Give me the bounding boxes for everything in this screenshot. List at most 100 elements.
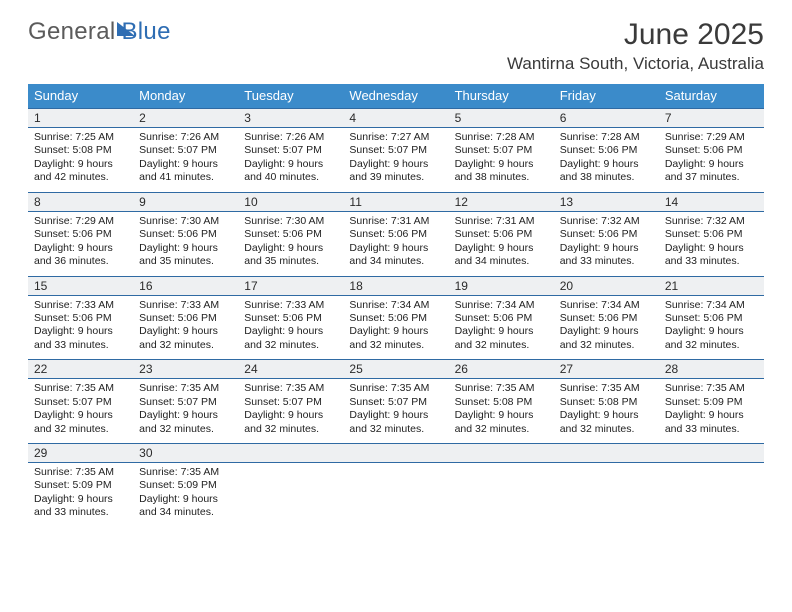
sunrise-text: Sunrise: 7:35 AM (349, 382, 442, 395)
day-cell: Sunrise: 7:25 AMSunset: 5:08 PMDaylight:… (28, 128, 133, 192)
daylight-text-a: Daylight: 9 hours (244, 409, 337, 422)
daylight-text-b: and 34 minutes. (455, 255, 548, 268)
daylight-text-a: Daylight: 9 hours (665, 242, 758, 255)
location-label: Wantirna South, Victoria, Australia (507, 54, 764, 74)
daylight-text-a: Daylight: 9 hours (34, 242, 127, 255)
week-content-row: Sunrise: 7:33 AM Sunset: 5:06 PM Daylight:… (28, 296, 764, 360)
week-content-row: Sunrise: 7:35 AMSunset: 5:07 PMDaylight:… (28, 379, 764, 443)
daylight-text-b: and 42 minutes. (34, 171, 127, 184)
day-cell: Sunrise: 7:35 AMSunset: 5:08 PMDaylight:… (554, 379, 659, 443)
daylight-text-a: Daylight: 9 hours (455, 409, 548, 422)
day-number: 4 (343, 109, 448, 127)
sunrise-text: Sunrise: 7:31 AM (455, 215, 548, 228)
day-cell (659, 463, 764, 527)
day-number: 14 (659, 193, 764, 211)
day-cell: Sunrise: 7:31 AMSunset: 5:06 PMDaylight:… (343, 212, 448, 276)
daylight-text-b: and 32 minutes. (665, 339, 758, 352)
daylight-text-b: and 32 minutes. (244, 423, 337, 436)
day-number: 29 (28, 444, 133, 462)
day-number: 15 (28, 277, 133, 295)
day-number: 24 (238, 360, 343, 378)
sunrise-text: Sunrise: 7:35 AM (139, 382, 232, 395)
day-cell: Sunrise: 7:28 AMSunset: 5:07 PMDaylight:… (449, 128, 554, 192)
daylight-text-a: Daylight: 9 hours (139, 325, 232, 338)
daylight-text-b: and 35 minutes. (139, 255, 232, 268)
day-cell: Sunrise: 7:33 AMSunset: 5:06 PMDaylight:… (28, 296, 133, 360)
daylight-text-a: Daylight: 9 hours (349, 158, 442, 171)
day-number (659, 444, 764, 462)
day-number: 9 (133, 193, 238, 211)
sunrise-text: Sunrise: 7:33 AM (244, 299, 337, 312)
sunset-text: Sunset: 5:06 PM (560, 312, 653, 325)
week-daynum-row: 1234567 (28, 108, 764, 128)
day-cell: Sunrise: 7:31 AMSunset: 5:06 PMDaylight:… (449, 212, 554, 276)
daylight-text-a: Daylight: 9 hours (349, 242, 442, 255)
week-content-row: Sunrise: 7:29 AMSunset: 5:06 PMDaylight:… (28, 212, 764, 276)
daylight-text-a: Daylight: 9 hours (139, 409, 232, 422)
sunrise-text: Sunrise: 7:35 AM (34, 382, 127, 395)
daylight-text-b: and 35 minutes. (244, 255, 337, 268)
sunrise-text: Sunrise: 7:26 AM (244, 131, 337, 144)
day-number: 25 (343, 360, 448, 378)
dow-thursday: Thursday (449, 84, 554, 108)
day-number: 19 (449, 277, 554, 295)
week-daynum-row: 891011121314 (28, 192, 764, 212)
sunset-text: Sunset: 5:07 PM (139, 396, 232, 409)
day-cell (343, 463, 448, 527)
day-cell: Sunrise: 7:35 AMSunset: 5:09 PMDaylight:… (133, 463, 238, 527)
dow-saturday: Saturday (659, 84, 764, 108)
days-of-week-row: Sunday Monday Tuesday Wednesday Thursday… (28, 84, 764, 108)
week-daynum-row: 22232425262728 (28, 359, 764, 379)
sunset-text: Sunset: 5:06 PM (244, 228, 337, 241)
daylight-text-a: Daylight: 9 hours (560, 409, 653, 422)
week-content-row: Sunrise: 7:25 AMSunset: 5:08 PMDaylight:… (28, 128, 764, 192)
day-cell: Sunrise: 7:34 AMSunset: 5:06 PMDaylight:… (343, 296, 448, 360)
sunset-text: Sunset: 5:06 PM (560, 228, 653, 241)
day-cell: Sunrise: 7:32 AMSunset: 5:06 PMDaylight:… (554, 212, 659, 276)
day-cell: Sunrise: 7:33 AMSunset: 5:06 PMDaylight:… (133, 296, 238, 360)
daylight-text-b: and 33 minutes. (665, 423, 758, 436)
day-number: 30 (133, 444, 238, 462)
sunset-text: Sunset: 5:06 PM (349, 312, 442, 325)
sunset-text: Sunset: 5:06 PM (34, 228, 127, 241)
day-number: 2 (133, 109, 238, 127)
sunrise-text: Sunrise: 7:35 AM (139, 466, 232, 479)
dow-friday: Friday (554, 84, 659, 108)
sunrise-text: Sunrise: 7:29 AM (665, 131, 758, 144)
sunrise-text: Sunrise: 7:35 AM (34, 466, 127, 479)
sunset-text: Sunset: 5:06 PM (139, 228, 232, 241)
header: General Blue June 2025 Wantirna South, V… (28, 18, 764, 74)
sunset-text: Sunset: 5:07 PM (455, 144, 548, 157)
daylight-text-b: and 32 minutes. (560, 423, 653, 436)
day-number: 5 (449, 109, 554, 127)
day-number: 12 (449, 193, 554, 211)
sunrise-text: Sunrise: 7:32 AM (560, 215, 653, 228)
daylight-text-a: Daylight: 9 hours (34, 325, 127, 338)
day-cell: Sunrise: 7:29 AMSunset: 5:06 PMDaylight:… (659, 128, 764, 192)
day-number: 3 (238, 109, 343, 127)
day-cell: Sunrise: 7:32 AMSunset: 5:06 PMDaylight:… (659, 212, 764, 276)
day-number (554, 444, 659, 462)
week-daynum-row: 2930 (28, 443, 764, 463)
day-number: 11 (343, 193, 448, 211)
day-cell: Sunrise: 7:29 AMSunset: 5:06 PMDaylight:… (28, 212, 133, 276)
day-cell: Sunrise: 7:35 AMSunset: 5:08 PMDaylight:… (449, 379, 554, 443)
daylight-text-a: Daylight: 9 hours (139, 493, 232, 506)
sunrise-text: Sunrise: 7:35 AM (560, 382, 653, 395)
daylight-text-b: and 34 minutes. (139, 506, 232, 519)
day-cell: Sunrise: 7:33 AMSunset: 5:06 PMDaylight:… (238, 296, 343, 360)
logo-text-part2: Blue (121, 18, 170, 46)
sunrise-text: Sunrise: 7:30 AM (244, 215, 337, 228)
day-cell: Sunrise: 7:26 AMSunset: 5:07 PMDaylight:… (238, 128, 343, 192)
sunrise-text: Sunrise: 7:34 AM (455, 299, 548, 312)
day-cell: Sunrise: 7:34 AMSunset: 5:06 PMDaylight:… (659, 296, 764, 360)
day-number: 8 (28, 193, 133, 211)
day-cell: Sunrise: 7:35 AMSunset: 5:09 PMDaylight:… (659, 379, 764, 443)
sunrise-text: Sunrise: 7:35 AM (455, 382, 548, 395)
sunset-text: Sunset: 5:07 PM (349, 396, 442, 409)
week-daynum-row: 15161718192021 (28, 276, 764, 296)
day-cell: Sunrise: 7:26 AMSunset: 5:07 PMDaylight:… (133, 128, 238, 192)
daylight-text-b: and 38 minutes. (560, 171, 653, 184)
daylight-text-a: Daylight: 9 hours (665, 325, 758, 338)
daylight-text-b: and 32 minutes. (244, 339, 337, 352)
